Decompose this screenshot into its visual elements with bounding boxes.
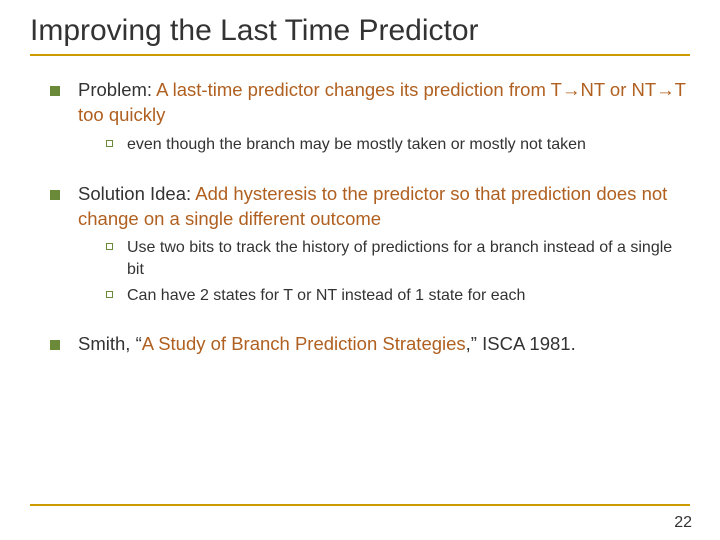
slide: Improving the Last Time Predictor Proble… <box>0 0 720 540</box>
square-bullet-icon <box>50 86 60 96</box>
bullet-suffix: ,” ISCA 1981. <box>466 333 576 354</box>
bullet-level1: Solution Idea: Add hysteresis to the pre… <box>50 182 690 232</box>
hollow-square-bullet-icon <box>106 140 113 147</box>
slide-title: Improving the Last Time Predictor <box>30 14 690 56</box>
sub-bullet-group: even though the branch may be mostly tak… <box>106 134 690 156</box>
bullet-prefix: Problem: <box>78 79 156 100</box>
hollow-square-bullet-icon <box>106 291 113 298</box>
square-bullet-icon <box>50 340 60 350</box>
bullet-level2: Use two bits to track the history of pre… <box>106 237 690 280</box>
sub-bullet-group: Use two bits to track the history of pre… <box>106 237 690 306</box>
page-number: 22 <box>674 514 692 532</box>
footer-rule <box>30 504 690 506</box>
sub-bullet-text: Use two bits to track the history of pre… <box>127 237 690 280</box>
sub-bullet-text: Can have 2 states for T or NT instead of… <box>127 285 525 307</box>
square-bullet-icon <box>50 190 60 200</box>
bullet-level1: Smith, “A Study of Branch Prediction Str… <box>50 332 690 357</box>
bullet-level2: Can have 2 states for T or NT instead of… <box>106 285 690 307</box>
spacer <box>50 310 690 332</box>
slide-content: Problem: A last-time predictor changes i… <box>30 78 690 357</box>
bullet-accent: A Study of Branch Prediction Strategies <box>142 333 466 354</box>
hollow-square-bullet-icon <box>106 243 113 250</box>
bullet-text: Smith, “A Study of Branch Prediction Str… <box>78 332 576 357</box>
bullet-level2: even though the branch may be mostly tak… <box>106 134 690 156</box>
bullet-text: Problem: A last-time predictor changes i… <box>78 78 690 128</box>
spacer <box>50 160 690 182</box>
bullet-prefix: Solution Idea: <box>78 183 195 204</box>
sub-bullet-text: even though the branch may be mostly tak… <box>127 134 586 156</box>
bullet-text: Solution Idea: Add hysteresis to the pre… <box>78 182 690 232</box>
bullet-level1: Problem: A last-time predictor changes i… <box>50 78 690 128</box>
bullet-prefix: Smith, “ <box>78 333 142 354</box>
bullet-accent: A last-time predictor changes its predic… <box>78 79 686 125</box>
